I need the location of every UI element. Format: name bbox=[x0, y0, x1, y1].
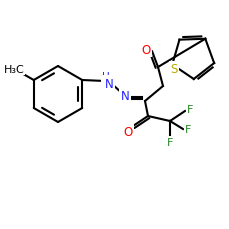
Text: F: F bbox=[184, 124, 190, 134]
Text: N: N bbox=[104, 77, 113, 90]
Text: O: O bbox=[123, 125, 132, 138]
Text: H: H bbox=[102, 72, 109, 82]
Text: O: O bbox=[141, 43, 150, 56]
Text: F: F bbox=[166, 137, 172, 147]
Text: H₃C: H₃C bbox=[3, 65, 24, 75]
Text: S: S bbox=[170, 63, 177, 76]
Text: F: F bbox=[186, 105, 192, 114]
Text: N: N bbox=[120, 90, 129, 103]
